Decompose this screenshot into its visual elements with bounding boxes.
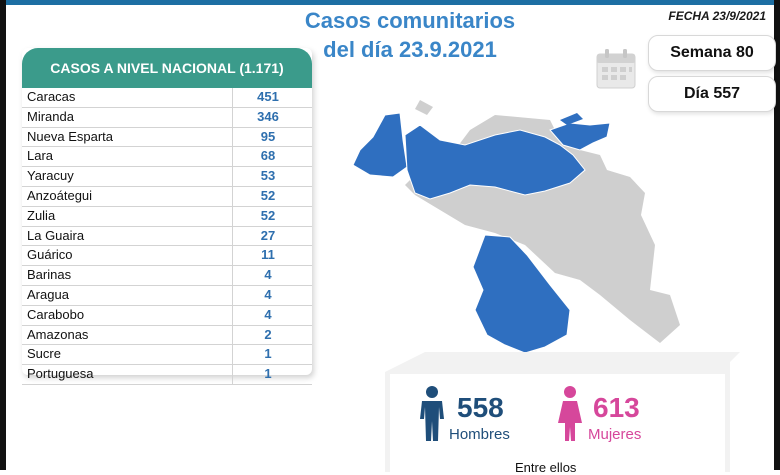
state-name: Nueva Esparta <box>27 128 113 144</box>
column-divider <box>232 88 233 107</box>
table-row: La Guaira 27 <box>22 226 312 247</box>
footer-text: Entre ellos <box>515 460 577 475</box>
table-row: Sucre 1 <box>22 345 312 366</box>
frame-edge-left <box>0 0 6 470</box>
case-count: 2 <box>264 326 272 342</box>
case-count: 11 <box>261 247 275 263</box>
table-row: Barinas 4 <box>22 266 312 286</box>
case-count: 1 <box>264 366 272 382</box>
case-count: 52 <box>260 207 276 223</box>
state-name: Aragua <box>27 286 69 302</box>
column-divider <box>232 147 233 167</box>
frame-edge-right <box>774 0 780 470</box>
table-row: Nueva Esparta 95 <box>22 127 312 148</box>
case-count: 27 <box>260 227 276 243</box>
women-label: Mujeres <box>588 426 642 443</box>
national-cases-heading: CASOS A NIVEL NACIONAL (1.171) <box>22 48 312 88</box>
table-row: Guárico 11 <box>22 246 312 267</box>
national-cases-table: Caracas 451 Miranda 346 Nueva Esparta 95 Lara 6… <box>22 88 312 385</box>
men-label: Hombres <box>449 426 510 443</box>
man-icon <box>420 386 444 441</box>
table-row: Miranda 346 <box>22 107 312 128</box>
column-divider <box>232 285 233 305</box>
state-name: Caracas <box>27 89 76 104</box>
table-row: Anzoátegui 52 <box>22 186 312 207</box>
state-name: Barinas <box>27 267 72 283</box>
state-name: Anzoátegui <box>27 187 93 203</box>
table-row: Yaracuy 53 <box>22 167 312 187</box>
case-count: 1 <box>264 346 272 362</box>
state-name: Carabobo <box>27 306 85 322</box>
state-name: Sucre <box>27 346 61 362</box>
women-count: 613 <box>593 392 640 423</box>
day-badge: Día 557 <box>648 76 776 112</box>
venezuela-map <box>352 100 680 354</box>
map-region-nueva-esparta <box>560 113 583 125</box>
case-count: 4 <box>264 306 272 322</box>
case-count: 4 <box>264 286 272 302</box>
state-name: Portuguesa <box>27 366 94 382</box>
column-divider <box>232 365 233 384</box>
men-count: 558 <box>457 392 504 423</box>
case-count: 451 <box>257 89 279 104</box>
woman-icon <box>558 386 582 441</box>
case-count: 346 <box>257 108 279 124</box>
calendar-icon <box>596 49 636 89</box>
state-name: La Guaira <box>27 227 85 243</box>
column-divider <box>232 345 233 365</box>
case-count: 52 <box>260 187 276 203</box>
page-title: Casos comunitarios del día 23.9.2021 <box>250 6 570 64</box>
state-name: Amazonas <box>27 326 89 342</box>
state-name: Miranda <box>27 108 74 124</box>
column-divider <box>232 127 233 147</box>
table-row: Caracas 451 <box>22 88 312 108</box>
table-row: Amazonas 2 <box>22 325 312 346</box>
title-line-2: del día 23.9.2021 <box>323 37 497 62</box>
column-divider <box>232 305 233 325</box>
table-row: Lara 68 <box>22 147 312 168</box>
case-count: 95 <box>260 128 276 144</box>
week-badge: Semana 80 <box>648 35 776 71</box>
top-strip <box>6 0 774 5</box>
table-row: Zulia 52 <box>22 206 312 227</box>
map-region-amazonas <box>472 234 571 354</box>
table-row: Carabobo 4 <box>22 305 312 326</box>
map-region-east <box>549 122 611 151</box>
column-divider <box>232 226 233 246</box>
map-region-zulia <box>352 112 408 178</box>
case-count: 68 <box>260 148 276 164</box>
state-name: Lara <box>27 148 54 164</box>
column-divider <box>232 325 233 345</box>
map-base-island <box>415 100 433 115</box>
state-name: Zulia <box>27 207 56 223</box>
table-row: Aragua 4 <box>22 285 312 306</box>
table-row: Portuguesa 1 <box>22 365 312 385</box>
column-divider <box>232 167 233 186</box>
state-name: Guárico <box>27 247 73 263</box>
national-cases-panel <box>22 48 312 375</box>
column-divider <box>232 186 233 206</box>
column-divider <box>232 246 233 266</box>
title-line-1: Casos comunitarios <box>304 8 516 33</box>
case-count: 53 <box>260 168 276 184</box>
state-name: Yaracuy <box>27 168 74 184</box>
map-region-west-central <box>404 124 586 200</box>
column-divider <box>232 206 233 226</box>
case-count: 4 <box>264 267 272 283</box>
report-date: FECHA 23/9/2021 <box>668 9 766 23</box>
column-divider <box>232 266 233 285</box>
column-divider <box>232 107 233 127</box>
